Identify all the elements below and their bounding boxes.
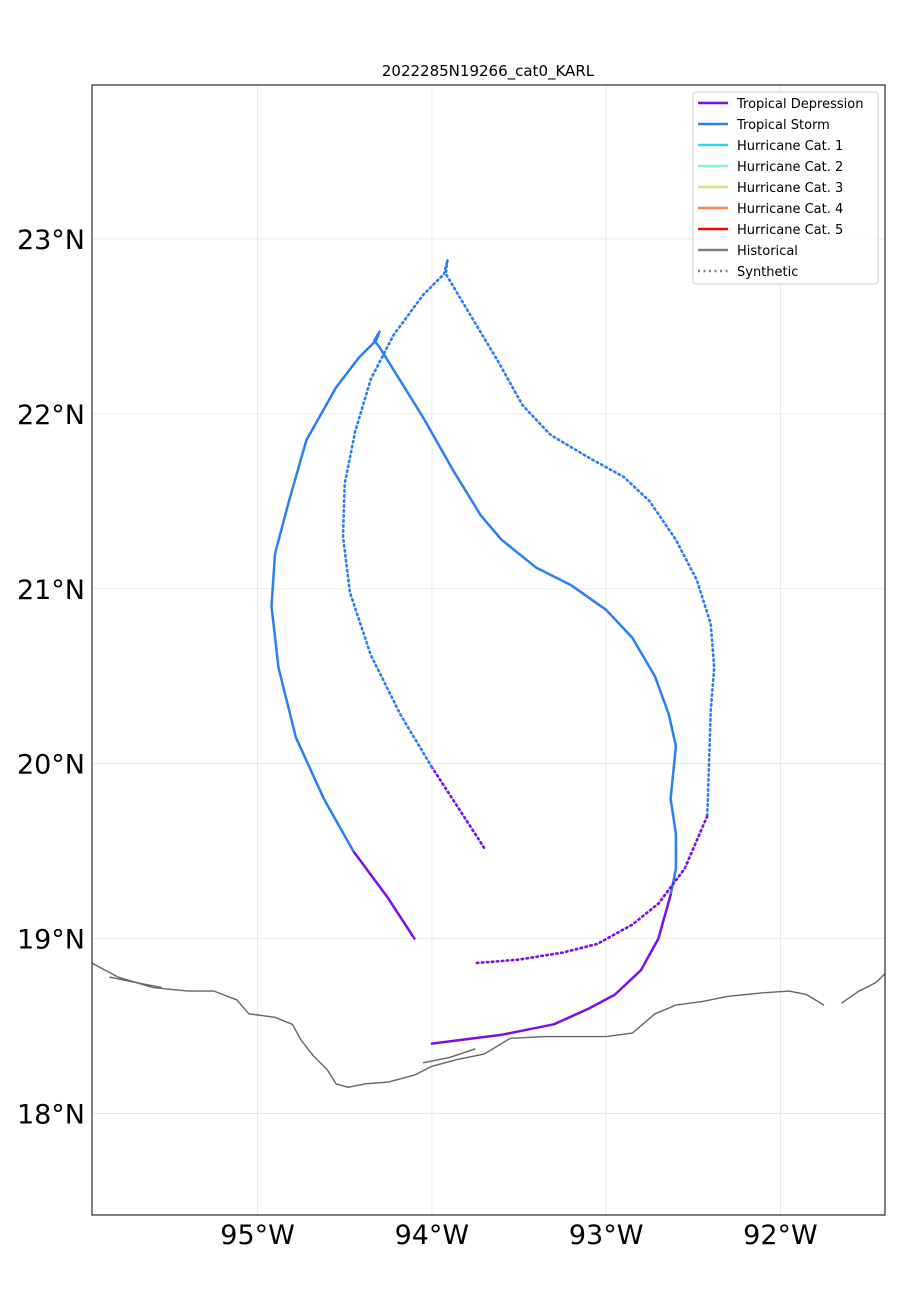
lon-tick-label: 93°W bbox=[569, 1220, 644, 1251]
map-title: 2022285N19266_cat0_KARL bbox=[382, 62, 595, 81]
map-frame bbox=[91, 84, 886, 1216]
lat-tick-label: 23°N bbox=[17, 225, 85, 256]
lat-tick-label: 21°N bbox=[17, 575, 85, 606]
coastline-segment bbox=[840, 973, 886, 1004]
lat-tick-label: 22°N bbox=[17, 400, 85, 431]
coastline-segment bbox=[109, 976, 162, 989]
lon-tick-label: 92°W bbox=[743, 1220, 818, 1251]
legend-label: Synthetic bbox=[737, 265, 798, 280]
gridlines bbox=[92, 85, 885, 1215]
legend-label: Hurricane Cat. 3 bbox=[737, 181, 843, 196]
legend-label: Hurricane Cat. 1 bbox=[737, 139, 843, 154]
synthetic-track-tropical-storm bbox=[341, 258, 716, 818]
lon-tick-label: 94°W bbox=[395, 1220, 470, 1251]
coastline bbox=[91, 962, 886, 1088]
storm-tracks bbox=[270, 258, 716, 1045]
historical-track-tropical-depression bbox=[430, 893, 672, 1045]
lon-tick-label: 95°W bbox=[220, 1220, 295, 1251]
legend-label: Hurricane Cat. 5 bbox=[737, 223, 843, 238]
legend-box bbox=[692, 91, 879, 285]
synthetic-track-tropical-depression bbox=[474, 814, 709, 965]
axis-tick-labels: 18°N 19°N 20°N 21°N 22°N 23°N 95°W 94°W 93°W 92°W bbox=[17, 225, 818, 1251]
coastline-segment bbox=[91, 962, 825, 1088]
legend-label: Tropical Storm bbox=[736, 118, 830, 133]
legend-label: Tropical Depression bbox=[736, 97, 863, 112]
lat-tick-label: 19°N bbox=[17, 925, 85, 956]
legend-label: Historical bbox=[737, 244, 798, 259]
legend-label: Hurricane Cat. 4 bbox=[737, 202, 843, 217]
legend-label: Hurricane Cat. 2 bbox=[737, 160, 843, 175]
legend: Tropical Depression Tropical Storm Hurrica… bbox=[692, 91, 879, 285]
historical-track-tropical-depression bbox=[352, 849, 416, 940]
synthetic-track-tropical-depression bbox=[430, 765, 486, 849]
lat-tick-label: 20°N bbox=[17, 750, 85, 781]
coastline-segment bbox=[422, 1048, 476, 1064]
historical-track-tropical-storm bbox=[270, 330, 678, 897]
lat-tick-label: 18°N bbox=[17, 1100, 85, 1131]
